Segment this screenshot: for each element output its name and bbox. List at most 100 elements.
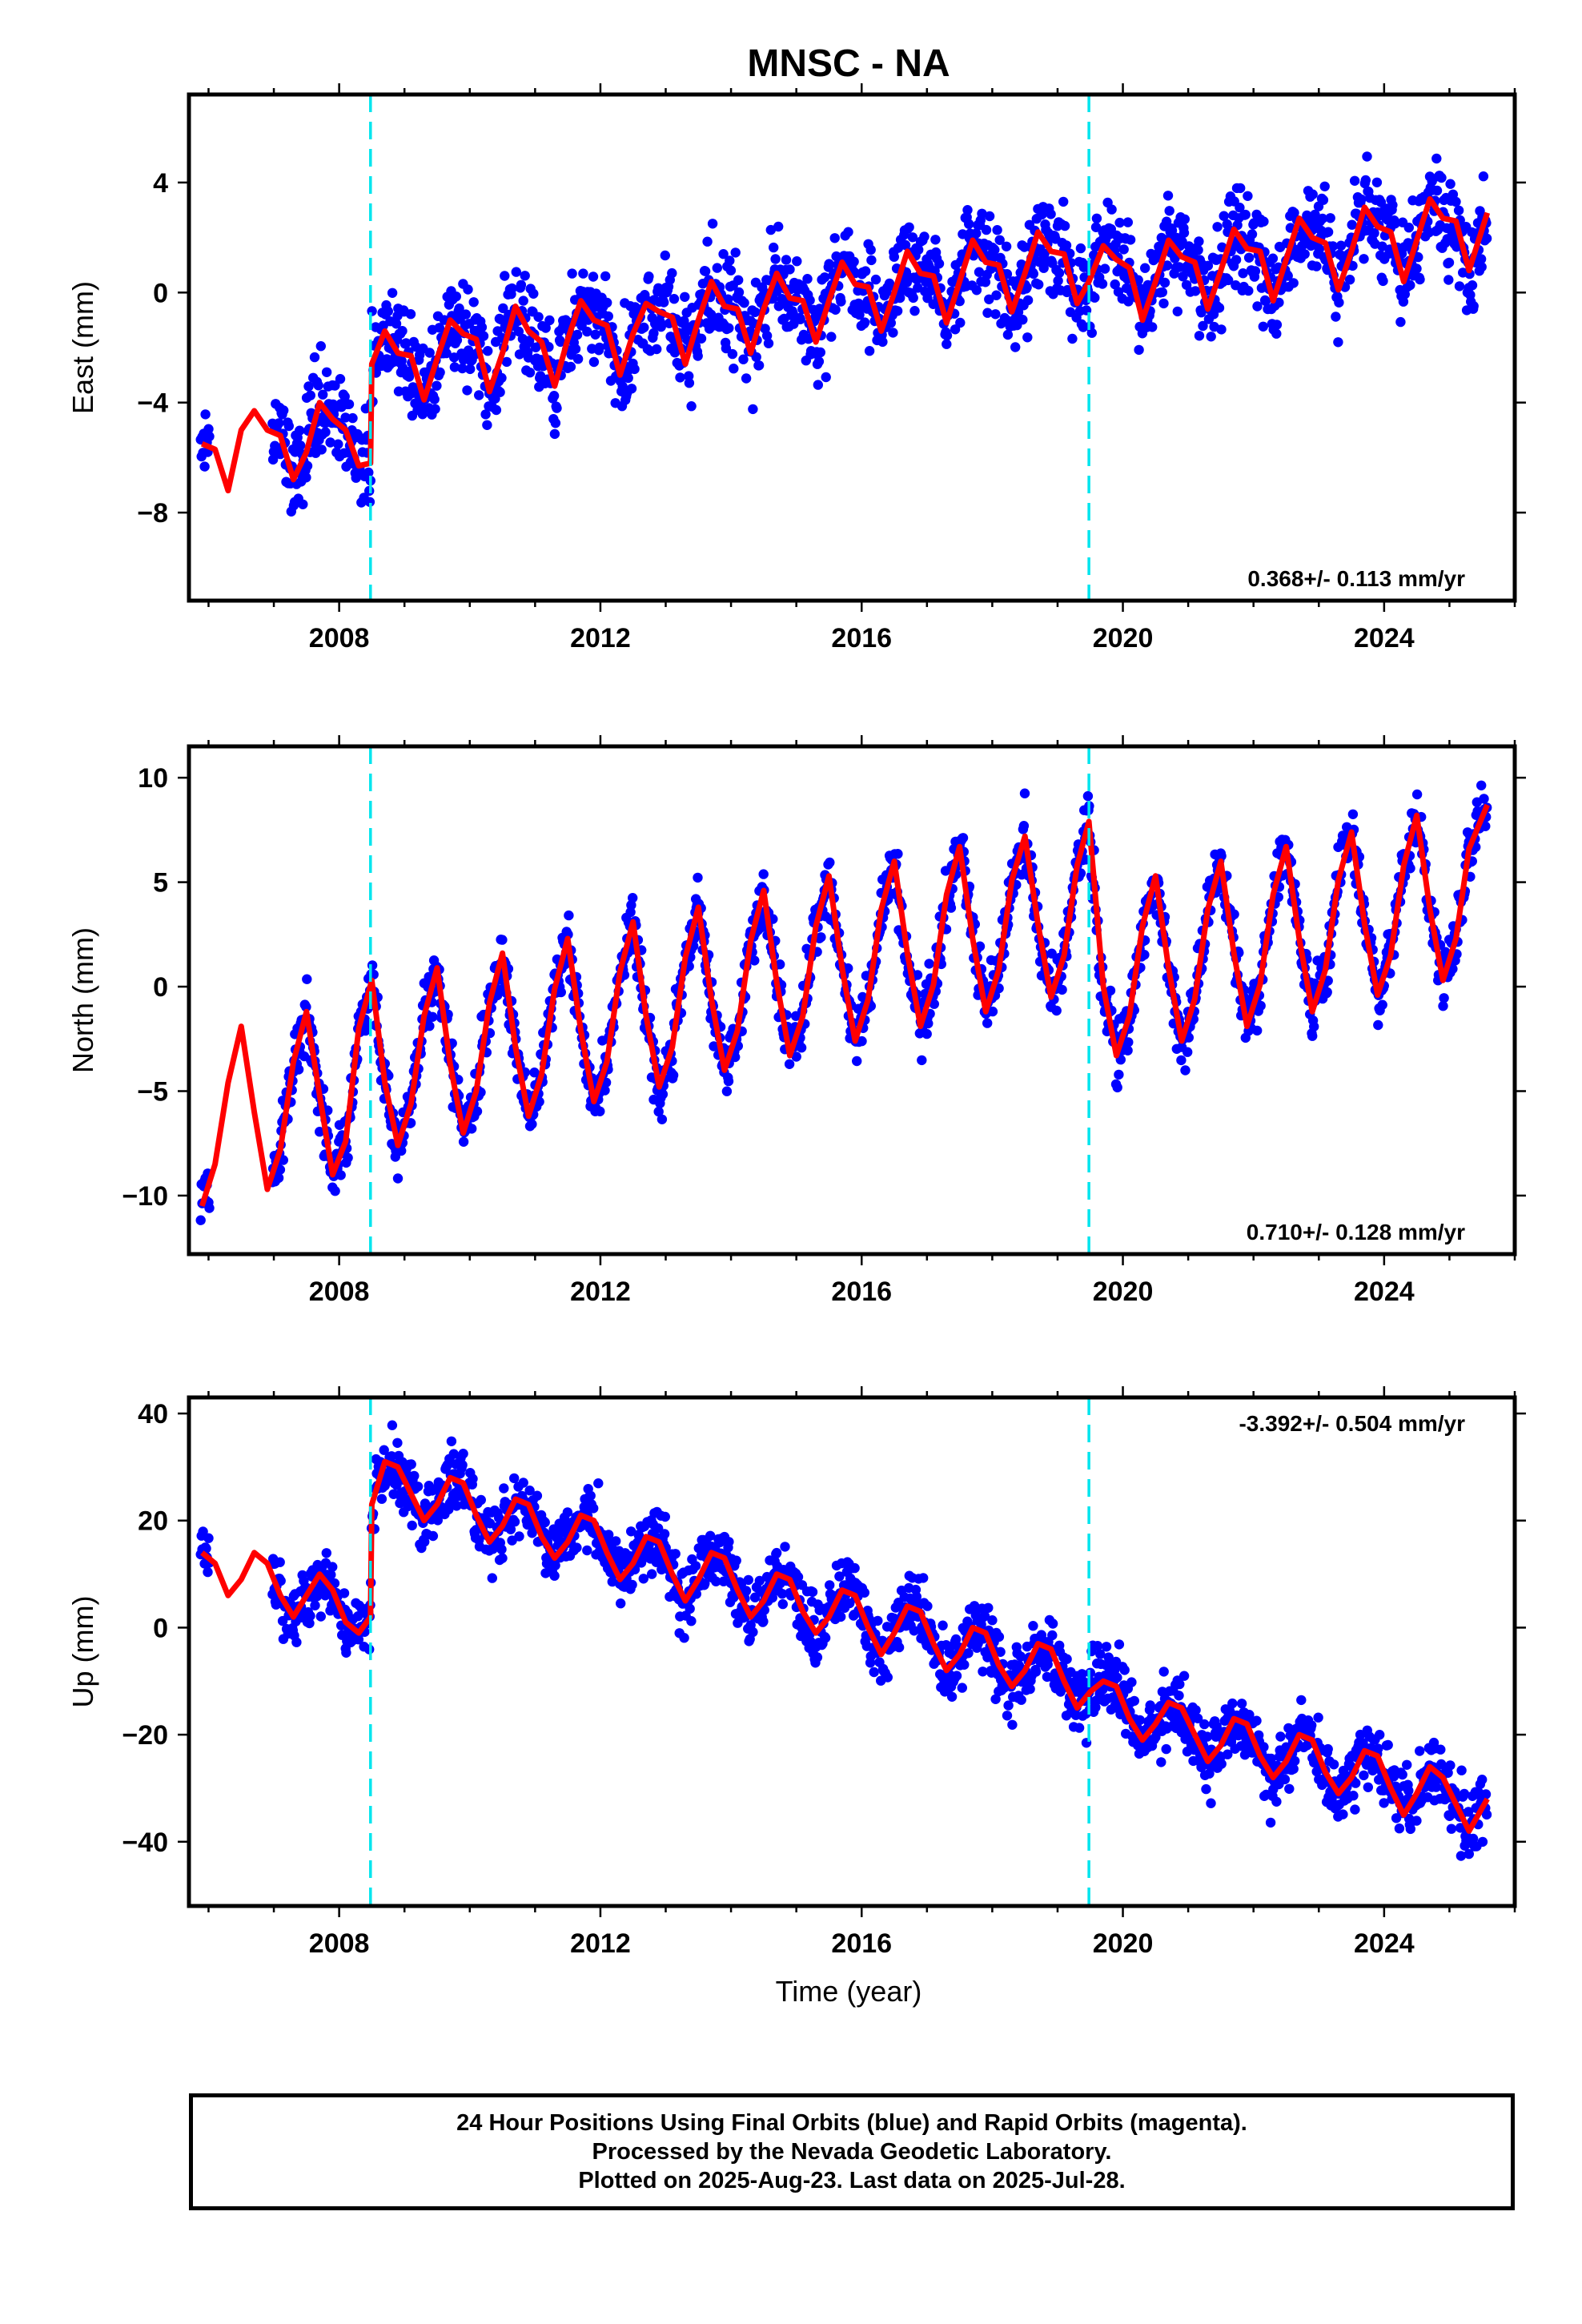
east-data-point — [1140, 263, 1150, 273]
north-data-point — [946, 903, 957, 913]
north-data-point — [458, 1136, 469, 1148]
up-data-point — [950, 1634, 962, 1645]
up-data-point — [406, 1459, 416, 1470]
east-data-point — [1067, 333, 1078, 344]
east-data-point — [892, 306, 903, 316]
north-data-point — [923, 1018, 934, 1029]
north-data-point — [1229, 909, 1239, 919]
east-data-point — [279, 405, 289, 416]
east-data-point — [429, 394, 440, 404]
north-data-point — [556, 987, 566, 998]
east-data-point — [441, 348, 452, 359]
up-data-point — [1030, 1667, 1042, 1677]
north-data-point — [1182, 1047, 1193, 1057]
up-data-point — [686, 1616, 697, 1626]
up-data-point — [990, 1694, 1001, 1704]
north-data-point — [1405, 863, 1415, 874]
east-data-point — [802, 274, 813, 284]
east-data-point — [1194, 236, 1204, 247]
east-data-point — [1114, 217, 1125, 228]
east-data-point — [513, 326, 524, 337]
east-data-point — [298, 499, 308, 509]
east-data-point — [602, 297, 612, 308]
north-data-point — [982, 1018, 993, 1028]
up-data-point — [1119, 1665, 1130, 1675]
east-data-point — [476, 322, 488, 332]
east-data-point — [1247, 229, 1258, 239]
north-data-point — [472, 1106, 483, 1116]
east-rate-label: 0.368+/- 0.113 mm/yr — [1247, 566, 1465, 591]
up-data-point — [327, 1562, 338, 1572]
east-data-point — [889, 251, 900, 262]
north-data-point — [1123, 1037, 1134, 1047]
east-data-point — [424, 348, 435, 358]
east-data-point — [981, 224, 992, 235]
east-data-point — [733, 287, 745, 298]
east-data-point — [865, 244, 876, 255]
east-data-point — [1375, 197, 1387, 207]
north-rate-label: 0.710+/- 0.128 mm/yr — [1247, 1220, 1465, 1244]
north-data-point — [912, 970, 923, 980]
east-data-point — [1018, 315, 1028, 325]
up-data-point — [957, 1683, 968, 1693]
east-data-point — [203, 424, 214, 434]
north-data-point — [315, 1127, 325, 1137]
north-data-point — [1139, 950, 1150, 960]
up-data-point — [593, 1478, 604, 1489]
up-data-point — [759, 1605, 769, 1615]
north-data-point — [564, 910, 574, 921]
east-data-point — [1347, 219, 1357, 230]
east-data-point — [1193, 245, 1203, 255]
north-data-point — [428, 1011, 438, 1023]
up-data-point — [341, 1647, 351, 1658]
east-data-point — [836, 296, 846, 307]
east-data-point — [449, 362, 460, 372]
north-data-point — [921, 1028, 932, 1039]
east-data-point — [330, 380, 340, 391]
up-data-point — [387, 1420, 398, 1430]
east-data-point — [1371, 177, 1383, 187]
north-data-point — [275, 1164, 286, 1175]
up-data-point — [476, 1494, 486, 1506]
north-y-tick-label: 5 — [153, 868, 168, 899]
east-data-point — [516, 279, 527, 290]
east-data-point — [1481, 233, 1492, 243]
north-data-point — [273, 1172, 284, 1184]
east-data-point — [1476, 254, 1487, 264]
east-data-point — [267, 454, 279, 465]
east-data-point — [721, 343, 732, 354]
east-data-point — [1405, 279, 1415, 291]
up-data-point — [959, 1659, 970, 1670]
east-data-point — [739, 298, 749, 308]
east-data-point — [904, 222, 914, 232]
east-data-point — [805, 295, 815, 306]
east-data-point — [1013, 307, 1024, 317]
east-data-point — [1378, 275, 1388, 287]
north-data-point — [723, 1076, 734, 1087]
east-data-point — [582, 326, 592, 337]
east-data-point — [1387, 199, 1398, 211]
north-data-point — [1255, 1000, 1266, 1011]
east-data-point — [318, 389, 328, 400]
up-data-point — [994, 1631, 1005, 1642]
east-data-point — [656, 321, 666, 332]
north-data-point — [497, 935, 508, 945]
up-data-point — [1015, 1651, 1026, 1662]
east-data-point — [405, 309, 416, 320]
east-data-point — [930, 235, 941, 245]
up-data-point — [1112, 1672, 1122, 1683]
east-data-point — [600, 271, 611, 282]
east-data-point — [913, 244, 924, 255]
east-data-point — [877, 336, 888, 348]
east-data-point — [1453, 205, 1464, 215]
up-data-point — [627, 1579, 637, 1590]
east-data-point — [669, 294, 680, 304]
east-y-tick-label: −4 — [137, 388, 168, 419]
up-data-point — [922, 1601, 933, 1611]
up-data-point — [524, 1486, 535, 1496]
east-data-point — [572, 329, 583, 340]
east-data-point — [826, 332, 837, 342]
east-data-point — [1178, 271, 1188, 282]
up-data-point — [550, 1560, 560, 1571]
east-data-point — [590, 329, 600, 340]
